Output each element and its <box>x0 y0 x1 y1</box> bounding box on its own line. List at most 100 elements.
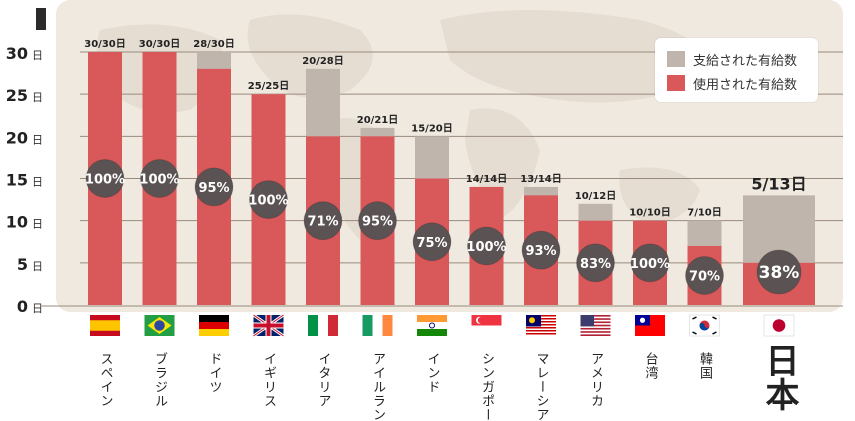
value-label: 13/14日 <box>520 173 561 185</box>
percent-label: 70% <box>689 269 720 284</box>
percent-label: 100% <box>248 194 288 209</box>
percent-badge <box>194 167 234 207</box>
spain-flag-icon <box>90 315 120 336</box>
percent-label: 100% <box>466 240 506 255</box>
y-tick-unit: 日 <box>32 49 43 62</box>
bar-group: 20/21日 95% アイルランド <box>357 114 398 421</box>
percent-badge <box>685 255 724 295</box>
japan-flag-icon <box>763 314 795 337</box>
percent-label: 100% <box>85 173 125 188</box>
legend-label-used: 使用された有給数 <box>693 77 798 93</box>
percent-badge <box>576 243 615 283</box>
bar-group: 7/10日 70% 韓国 <box>685 207 724 380</box>
taiwan-flag-icon <box>635 315 665 336</box>
percent-badge <box>249 180 288 220</box>
category-label: シンガポール <box>479 352 494 421</box>
legend-swatch-granted <box>667 51 685 67</box>
value-label: 7/10日 <box>687 207 722 219</box>
percent-label: 95% <box>198 181 229 196</box>
bar-group: 20/28日 71% イタリア <box>302 55 343 408</box>
y-tick-unit: 日 <box>32 176 43 189</box>
legend-label-granted: 支給された有給数 <box>693 53 798 69</box>
y-tick-label: 5 <box>17 255 28 274</box>
india-flag-icon <box>417 315 447 336</box>
brazil-flag-icon <box>144 315 175 336</box>
y-tick-unit: 日 <box>32 91 43 104</box>
bar-group: 30/30日 100% スペイン <box>84 38 125 408</box>
category-label: マレーシア <box>534 352 549 421</box>
y-tick-unit: 日 <box>32 218 43 231</box>
singapore-flag-icon <box>471 315 502 336</box>
percent-label: 93% <box>525 244 556 259</box>
percent-badge <box>521 230 561 270</box>
percent-badge <box>140 159 179 198</box>
value-label: 10/12日 <box>575 190 616 202</box>
korea-flag-icon <box>689 314 720 337</box>
category-label: イタリア <box>316 352 331 408</box>
percent-badge <box>412 222 452 262</box>
bar-group: 30/30日 100% ブラジル <box>139 38 180 408</box>
category-label: ドイツ <box>207 352 222 394</box>
y-tick-label: 0 <box>17 297 28 316</box>
category-label: インド <box>425 352 440 394</box>
percent-label: 75% <box>416 236 447 251</box>
value-label: 28/30日 <box>193 38 234 50</box>
category-label: イギリス <box>261 352 276 408</box>
value-label: 14/14日 <box>466 173 507 185</box>
bar-group: 10/12日 83% アメリカ <box>575 190 616 408</box>
bar-group: 5/13日 38% 日本 <box>743 174 815 411</box>
category-label: アイルランド <box>370 352 385 421</box>
uk-flag-icon <box>252 313 285 338</box>
y-tick-label: 20 <box>6 128 28 147</box>
bar-group: 14/14日 100% シンガポール <box>466 173 507 421</box>
bar-group: 13/14日 93% マレーシア <box>520 173 561 421</box>
ireland-flag-icon <box>362 315 393 336</box>
corner-marker <box>36 8 46 30</box>
bar-group: 28/30日 95% ドイツ <box>193 38 234 394</box>
percent-badge <box>85 159 125 198</box>
y-tick-label: 15 <box>6 171 28 190</box>
legend-item-used: 使用された有給数 <box>667 74 798 93</box>
category-label: 韓国 <box>697 352 713 380</box>
usa-flag-icon <box>580 315 611 336</box>
category-label: 台湾 <box>643 352 659 380</box>
category-label: 日本 <box>759 343 799 411</box>
percent-label: 100% <box>139 173 179 188</box>
malaysia-flag-icon <box>526 315 556 336</box>
value-label: 30/30日 <box>139 38 180 50</box>
value-label: 25/25日 <box>248 80 289 92</box>
category-label: ブラジル <box>152 351 167 408</box>
percent-badge <box>358 201 397 241</box>
percent-label: 38% <box>759 263 800 283</box>
legend-item-granted: 支給された有給数 <box>667 50 798 69</box>
value-label: 20/21日 <box>357 114 398 126</box>
y-tick-label: 30 <box>6 44 28 63</box>
value-label: 10/10日 <box>629 207 670 219</box>
percent-badge <box>630 243 670 283</box>
legend: 支給された有給数 使用された有給数 <box>655 38 818 102</box>
bar-group: 10/10日 100% 台湾 <box>629 207 670 380</box>
percent-label: 71% <box>307 215 338 230</box>
percent-badge <box>303 201 343 241</box>
germany-flag-icon <box>199 315 229 336</box>
y-tick-unit: 日 <box>32 302 43 315</box>
y-tick-unit: 日 <box>32 133 43 146</box>
percent-label: 83% <box>580 257 611 272</box>
value-label: 20/28日 <box>302 55 343 67</box>
percent-badge <box>467 226 506 266</box>
bar-group: 25/25日 100% イギリス <box>248 80 289 408</box>
percent-label: 100% <box>630 257 670 272</box>
value-label: 5/13日 <box>751 174 806 193</box>
y-tick-unit: 日 <box>32 260 43 273</box>
value-label: 30/30日 <box>84 38 125 50</box>
category-label: スペイン <box>98 352 114 408</box>
y-tick-label: 10 <box>6 213 28 232</box>
bar-group: 15/20日 75% インド <box>411 122 452 394</box>
legend-swatch-used <box>667 75 685 91</box>
value-label: 15/20日 <box>411 122 452 134</box>
percent-badge <box>756 249 802 295</box>
category-label: アメリカ <box>588 352 603 408</box>
percent-label: 95% <box>362 215 393 230</box>
